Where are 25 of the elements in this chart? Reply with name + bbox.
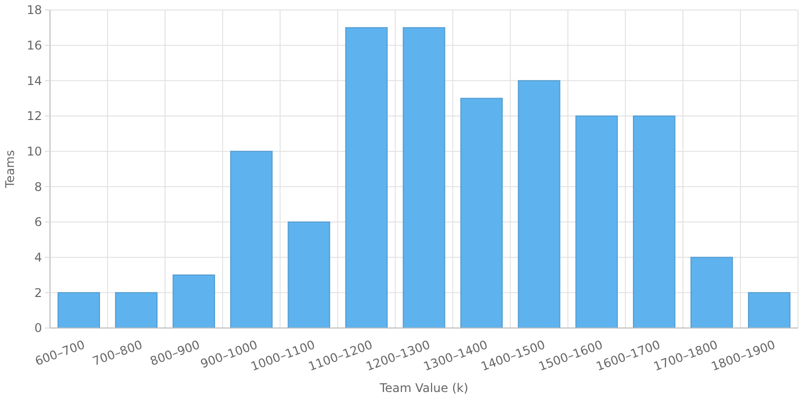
bar xyxy=(58,292,100,328)
y-tick-label: 16 xyxy=(26,38,42,53)
bar xyxy=(402,27,446,328)
x-axis-title: Team Value (k) xyxy=(378,381,468,395)
y-tick-label: 14 xyxy=(26,74,42,88)
y-tick-label: 18 xyxy=(26,3,42,18)
y-tick-label: 0 xyxy=(34,321,42,336)
bar xyxy=(460,98,503,328)
y-tick-label: 6 xyxy=(34,215,42,230)
bar xyxy=(115,292,158,328)
bar xyxy=(632,116,676,328)
y-axis-title: Teams xyxy=(3,150,17,189)
y-tick-label: 10 xyxy=(26,144,42,159)
y-tick-label: 2 xyxy=(34,286,42,300)
y-tick-label: 8 xyxy=(34,180,42,194)
y-tick-label: 4 xyxy=(34,250,42,265)
bar xyxy=(518,80,560,328)
bar xyxy=(230,150,273,328)
bar xyxy=(345,27,388,328)
y-tick-label: 12 xyxy=(26,109,42,124)
bar xyxy=(288,222,330,328)
bar xyxy=(172,274,216,328)
bar xyxy=(575,116,618,328)
bar xyxy=(748,292,790,328)
bar xyxy=(690,256,733,328)
